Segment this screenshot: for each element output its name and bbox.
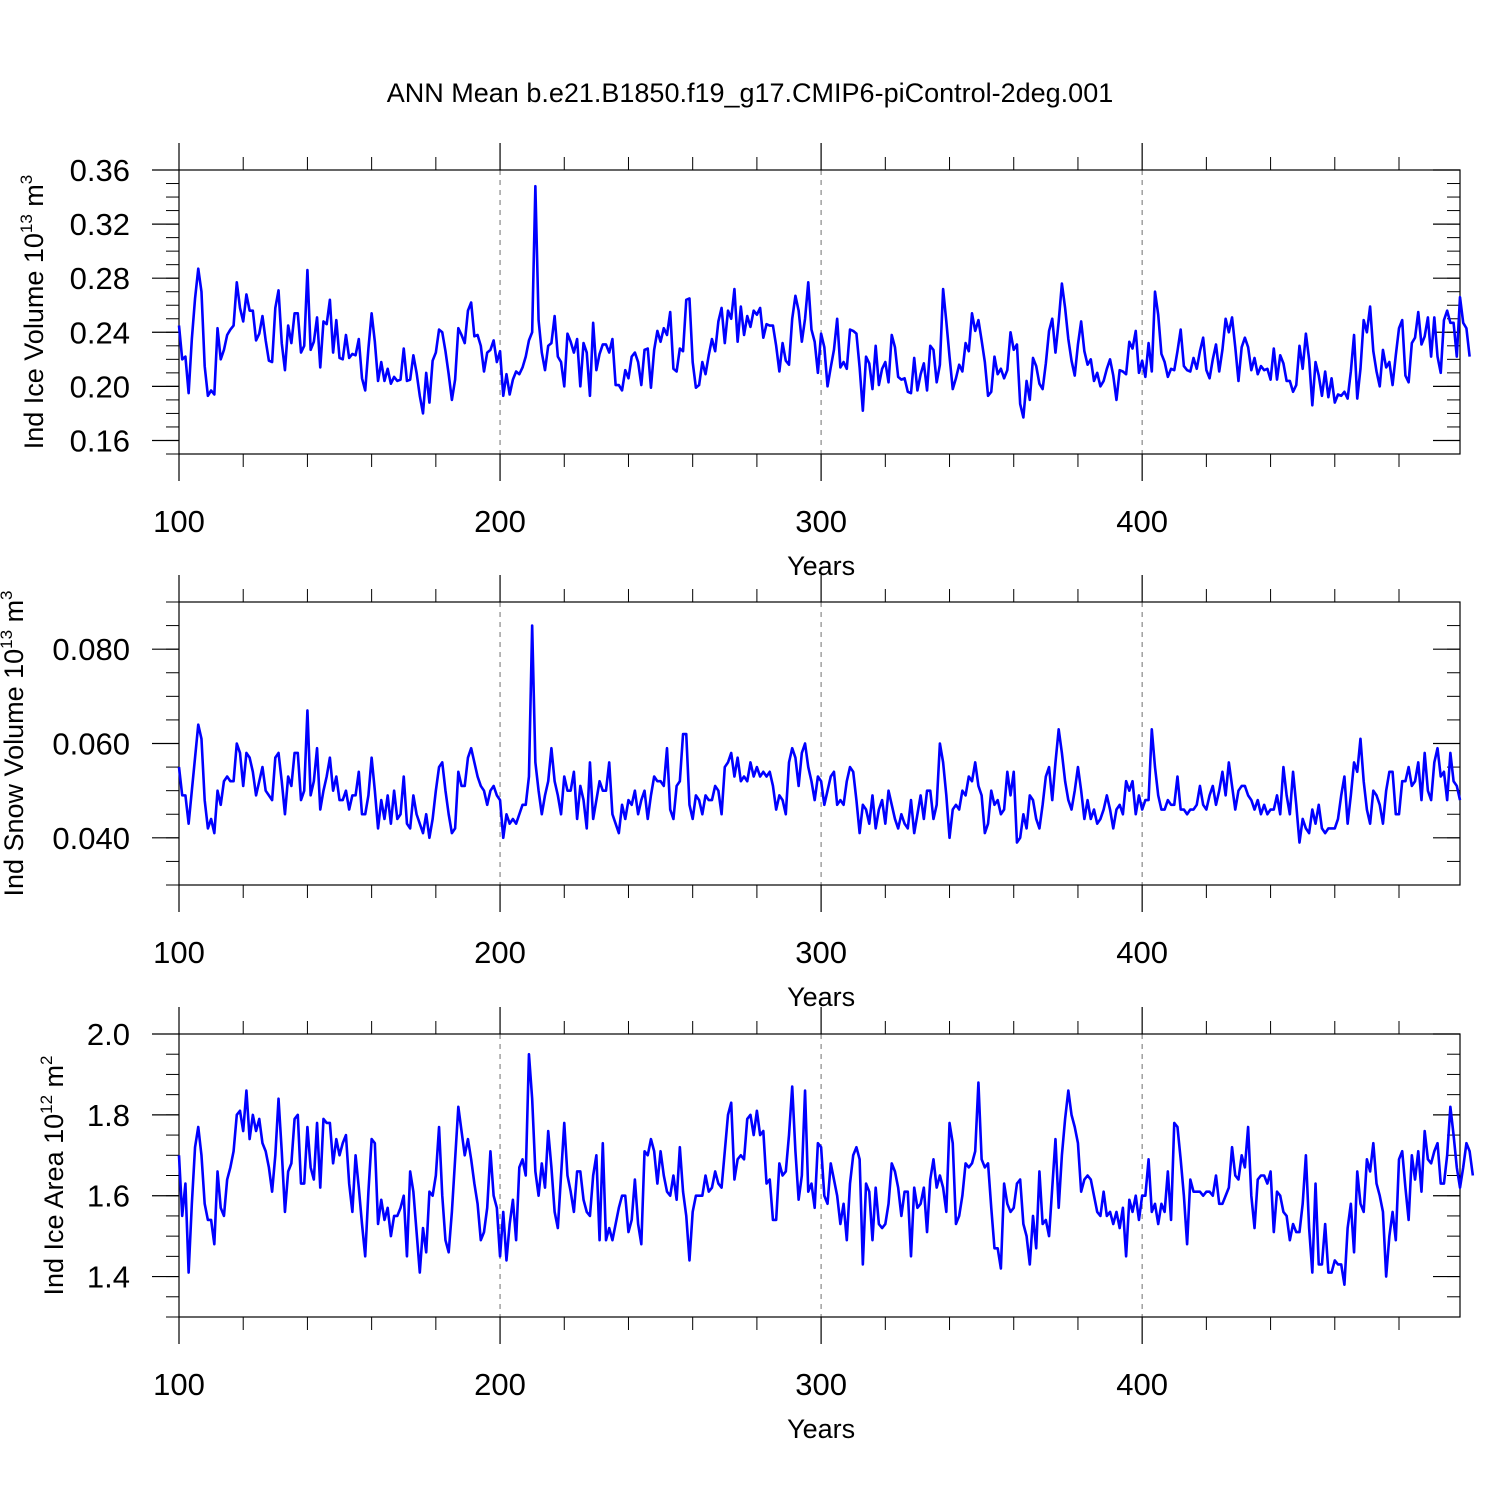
x-tick-label: 300 — [795, 935, 847, 970]
plot-frame — [178, 601, 1461, 886]
x-tick-label: 100 — [153, 1367, 205, 1402]
x-tick-label: 100 — [153, 935, 205, 970]
x-tick-label: 300 — [795, 1367, 847, 1402]
series-line — [177, 1052, 1475, 1286]
y-axis-label: Ind Ice Area 1012 m2 — [37, 1055, 69, 1295]
x-tick-label: 200 — [474, 504, 526, 539]
y-tick-label: 0.16 — [70, 423, 130, 458]
y-axis-label: Ind Ice Volume 1013 m3 — [17, 175, 49, 450]
x-tick-label: 400 — [1116, 1367, 1168, 1402]
y-tick-label: 0.36 — [70, 153, 130, 188]
y-tick-label: 2.0 — [87, 1017, 130, 1052]
x-axis-label: Years — [787, 1414, 855, 1444]
series-line — [177, 624, 1462, 844]
figure-title: ANN Mean b.e21.B1850.f19_g17.CMIP6-piCon… — [386, 78, 1114, 108]
y-tick-label: 0.080 — [52, 632, 130, 667]
x-tick-label: 200 — [474, 1367, 526, 1402]
y-tick-label: 1.6 — [87, 1179, 130, 1214]
plot-frame — [178, 1033, 1461, 1318]
x-tick-label: 100 — [153, 504, 205, 539]
plot-frame — [178, 169, 1461, 455]
y-tick-label: 0.32 — [70, 207, 130, 242]
y-tick-label: 1.8 — [87, 1098, 130, 1133]
x-tick-label: 400 — [1116, 935, 1168, 970]
y-tick-label: 0.060 — [52, 727, 130, 762]
y-tick-label: 1.4 — [87, 1260, 130, 1295]
y-tick-label: 0.040 — [52, 821, 130, 856]
y-axis-label: Ind Snow Volume 1013 m3 — [0, 590, 29, 896]
y-tick-label: 0.24 — [70, 315, 130, 350]
x-tick-label: 400 — [1116, 504, 1168, 539]
y-tick-label: 0.20 — [70, 369, 130, 404]
x-tick-label: 300 — [795, 504, 847, 539]
y-tick-label: 0.28 — [70, 261, 130, 296]
x-tick-label: 200 — [474, 935, 526, 970]
series-line — [177, 184, 1471, 419]
panel-ice-area: 1.4 1.6 1.8 2.0 100 200 300 400 Years Ind Ice Are… — [37, 1007, 1475, 1444]
